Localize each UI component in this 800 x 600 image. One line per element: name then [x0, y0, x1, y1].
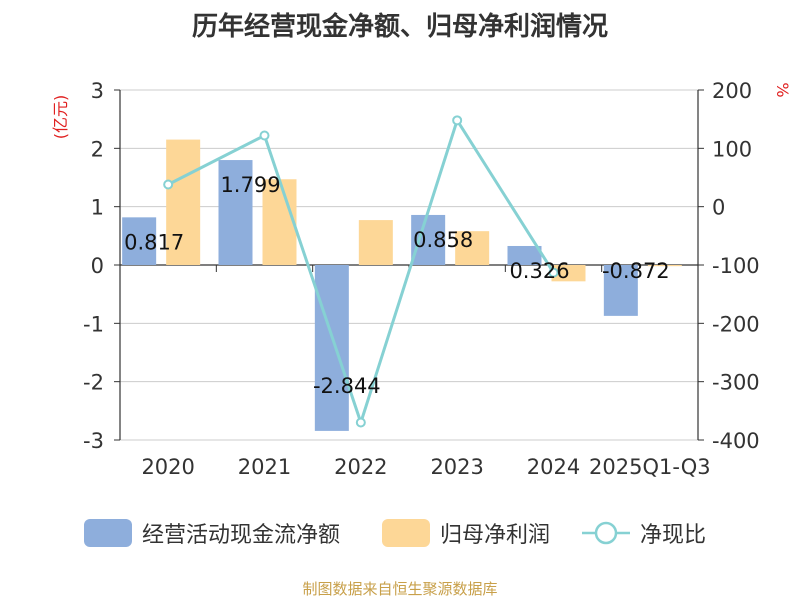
legend-label-cash: 经营活动现金流净额: [142, 523, 341, 548]
legend-item-ratio[interactable]: 净现比: [582, 516, 706, 550]
cash-bar: [122, 217, 157, 265]
ratio-point: [452, 115, 463, 126]
cash-data-label: 0.326: [509, 259, 569, 283]
legend-label-profit: 归母净利润: [440, 523, 551, 548]
profit-bar: [358, 220, 393, 265]
left-tick-label: 0: [91, 254, 104, 278]
left-tick-label: -3: [83, 429, 104, 453]
left-tick-label: -1: [83, 312, 104, 336]
x-tick-label: 2022: [334, 455, 387, 479]
profit-bar: [455, 231, 490, 265]
left-axis-unit: (亿元): [51, 95, 70, 140]
bars: [122, 139, 682, 431]
left-tick-label: 1: [91, 196, 104, 220]
x-tick-label: 2021: [238, 455, 291, 479]
legend-swatch-profit: [382, 519, 430, 547]
x-tick-label: 2020: [141, 455, 194, 479]
legend-swatch-cash: [84, 519, 132, 547]
legend-item-cash[interactable]: 经营活动现金流净额: [84, 516, 340, 550]
cash-bar: [507, 245, 542, 265]
cash-bar: [218, 160, 253, 265]
cash-bar: [411, 214, 446, 265]
legend-swatch-ratio: [582, 521, 630, 545]
right-tick-label: -400: [712, 429, 760, 453]
x-tick-label: 2024: [527, 455, 580, 479]
cash-bar: [603, 265, 638, 316]
cash-data-label: 0.817: [124, 230, 184, 254]
profit-bar: [166, 139, 201, 265]
ratio-point: [355, 417, 366, 428]
ratio-point: [163, 179, 174, 190]
legend-item-profit[interactable]: 归母净利润: [382, 516, 550, 550]
axes: 3 2 1 0 -1 -2 -3 200 100 0 -100 -200 -300 -400 2020 202…: [83, 79, 760, 479]
right-tick-label: 200: [712, 79, 752, 103]
right-tick-label: 0: [712, 196, 725, 220]
cash-data-label: 0.858: [413, 228, 473, 252]
ratio-point: [259, 130, 270, 141]
profit-bar: [647, 265, 682, 267]
right-tick-label: -200: [712, 312, 760, 336]
left-tick-label: -2: [83, 371, 104, 395]
right-tick-label: -100: [712, 254, 760, 278]
cash-data-label: 1.799: [220, 173, 280, 197]
cash-data-label: -0.872: [602, 259, 670, 283]
data-source: 制图数据来自恒生聚源数据库: [302, 580, 498, 598]
data-labels: 0.817 1.799 -2.844 0.858 0.326 -0.872: [124, 173, 670, 398]
right-tick-label: 100: [712, 137, 752, 161]
ratio-point: [548, 267, 559, 278]
left-tick-label: 3: [91, 79, 104, 103]
cash-bar: [314, 265, 349, 431]
grid-lines: [120, 89, 698, 441]
x-tick-label: 2023: [430, 455, 483, 479]
right-axis-unit: %: [773, 82, 792, 97]
chart-title: 历年经营现金净额、归母净利润情况: [191, 12, 608, 42]
profit-bar: [551, 265, 586, 282]
legend-label-ratio: 净现比: [640, 523, 707, 548]
cash-data-label: -2.844: [313, 374, 381, 398]
right-tick-label: -300: [712, 371, 760, 395]
profit-bar: [262, 179, 297, 265]
x-tick-label: 2025Q1-Q3: [589, 455, 711, 479]
ratio-line: [163, 115, 559, 428]
left-tick-label: 2: [91, 137, 104, 161]
